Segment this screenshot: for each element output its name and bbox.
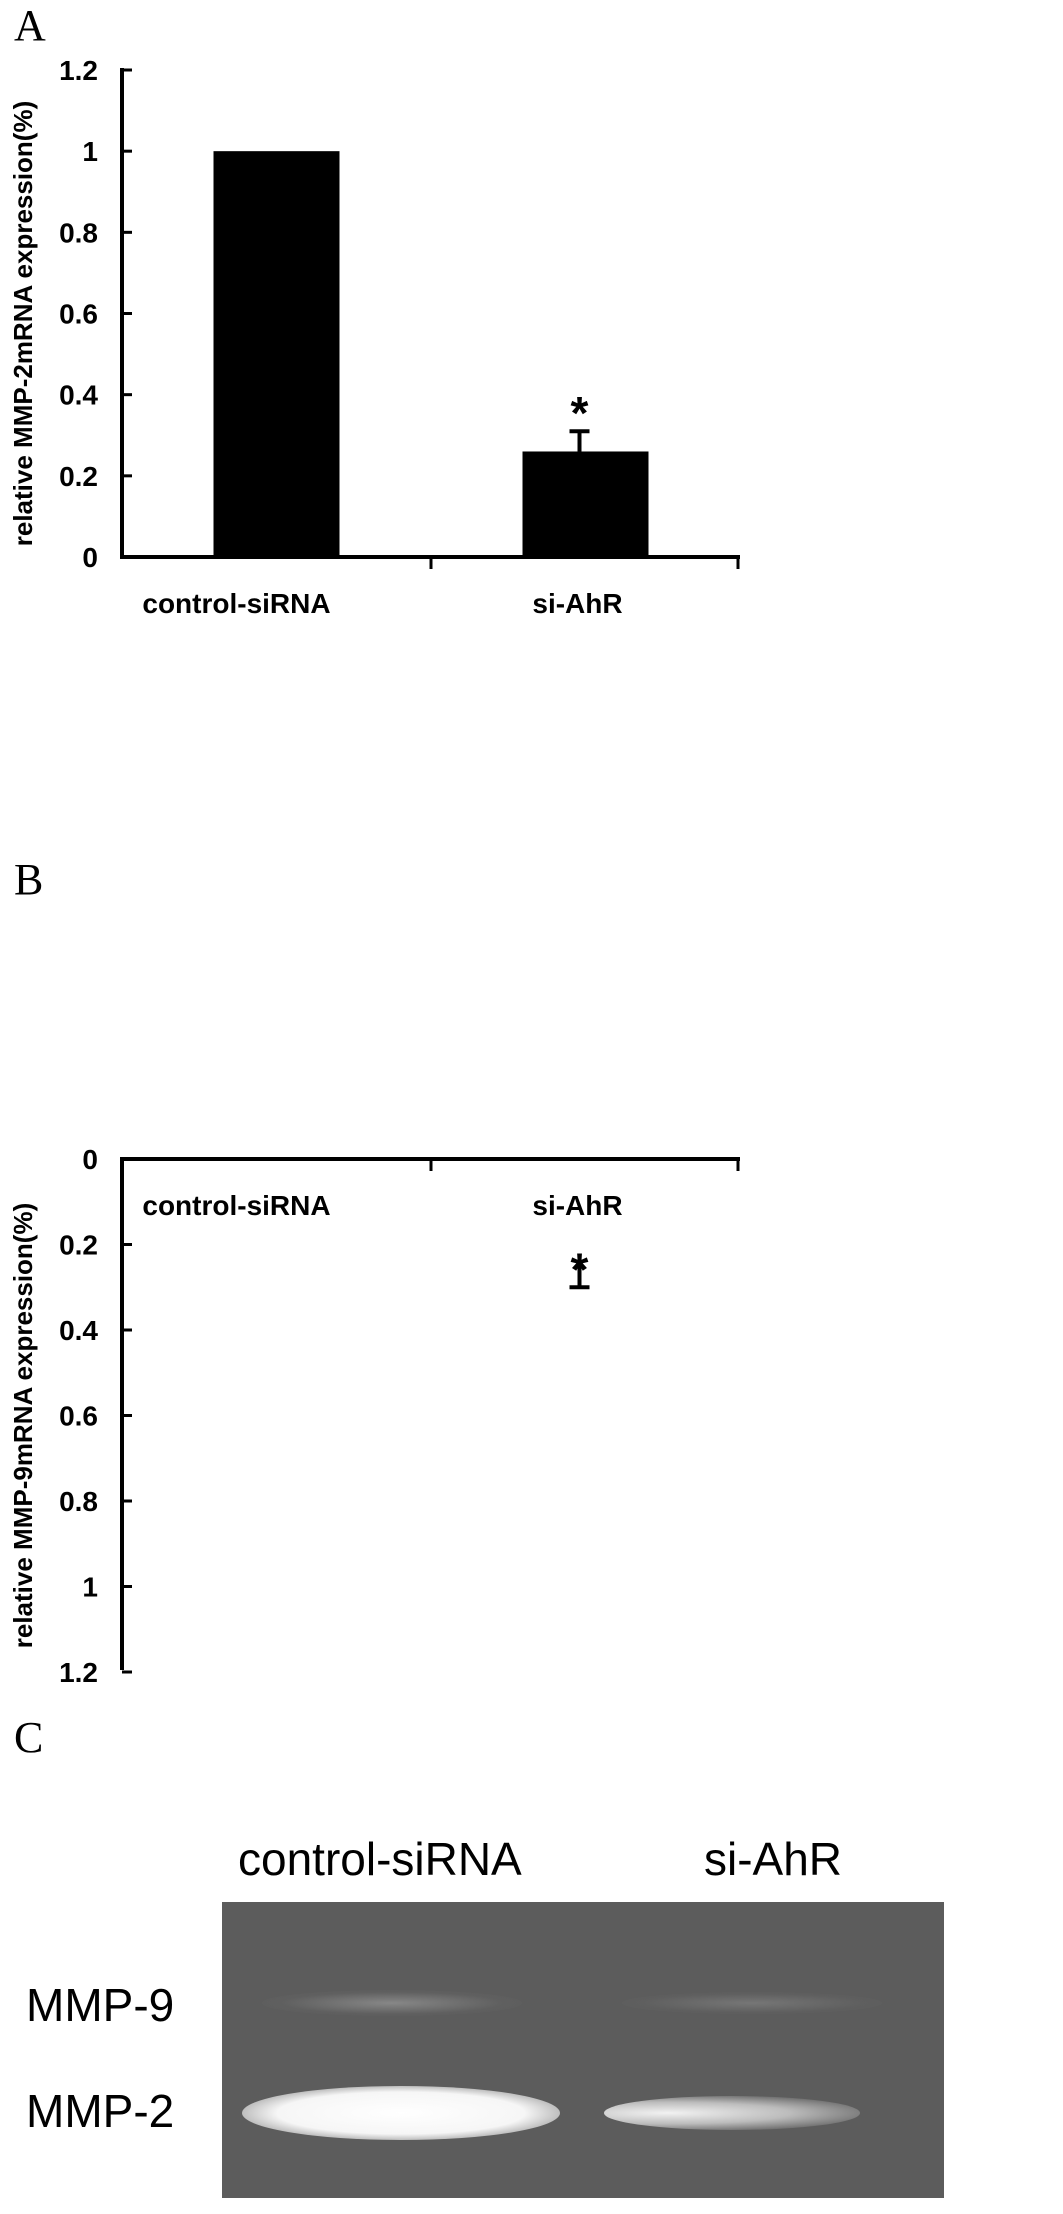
y-tick-label: 0.8 bbox=[59, 1486, 98, 1517]
gel-row-label-mmp2: MMP-2 bbox=[26, 2085, 175, 2137]
gel-band-mmp9-control bbox=[262, 1990, 522, 2016]
x-category-label: control-siRNA bbox=[142, 1190, 330, 1221]
gel-band-mmp2-si-ahr bbox=[604, 2096, 860, 2130]
y-tick-label: 0.6 bbox=[59, 299, 98, 330]
x-category-label: si-AhR bbox=[532, 588, 622, 619]
y-tick-label: 1.2 bbox=[59, 1657, 98, 1688]
y-axis-title: relative MMP-2mRNA expression(%) bbox=[8, 101, 38, 547]
y-tick-label: 1 bbox=[82, 136, 98, 167]
y-tick-label: 1.2 bbox=[59, 55, 98, 86]
x-category-label: si-AhR bbox=[532, 1190, 622, 1221]
significance-marker: * bbox=[571, 387, 589, 439]
x-category-label: control-siRNA bbox=[142, 588, 330, 619]
gel-image bbox=[222, 1902, 944, 2198]
gel-lane-label-control: control-siRNA bbox=[238, 1833, 522, 1885]
y-tick-label: 1 bbox=[82, 1572, 98, 1603]
bar-control-sirna bbox=[213, 151, 340, 557]
bar-si-ahr bbox=[522, 451, 649, 557]
gel-lane-label-si-ahr: si-AhR bbox=[704, 1833, 843, 1885]
chart-mmp2: 0 0.2 0.4 0.6 0.8 1 1.2 control-siRNA * si-AhR rel… bbox=[8, 55, 740, 619]
panel-letter-c: C bbox=[14, 1713, 44, 1762]
gel-band-mmp2-control bbox=[242, 2086, 560, 2140]
panel-letter-b: B bbox=[14, 855, 44, 904]
y-tick-label: 0.4 bbox=[59, 1315, 98, 1346]
y-tick-label: 0 bbox=[82, 1144, 98, 1175]
y-tick-label: 0 bbox=[82, 542, 98, 573]
y-tick-label: 0.4 bbox=[59, 380, 98, 411]
y-tick-label: 0.6 bbox=[59, 1401, 98, 1432]
gel-row-label-mmp9: MMP-9 bbox=[26, 1979, 175, 2031]
significance-marker: * bbox=[571, 1243, 589, 1295]
panel-letter-a: A bbox=[14, 1, 46, 50]
y-axis-title: relative MMP-9mRNA expression(%) bbox=[8, 1203, 38, 1649]
y-tick-label: 0.2 bbox=[59, 461, 98, 492]
y-tick-label: 0.8 bbox=[59, 217, 98, 248]
chart-mmp9: 0 0.2 0.4 0.6 0.8 1 1.2 control-siRNA * si-AhR rel… bbox=[8, 1144, 740, 1688]
y-tick-label: 0.2 bbox=[59, 1230, 98, 1261]
gel-band-mmp9-si-ahr bbox=[622, 1992, 882, 2014]
